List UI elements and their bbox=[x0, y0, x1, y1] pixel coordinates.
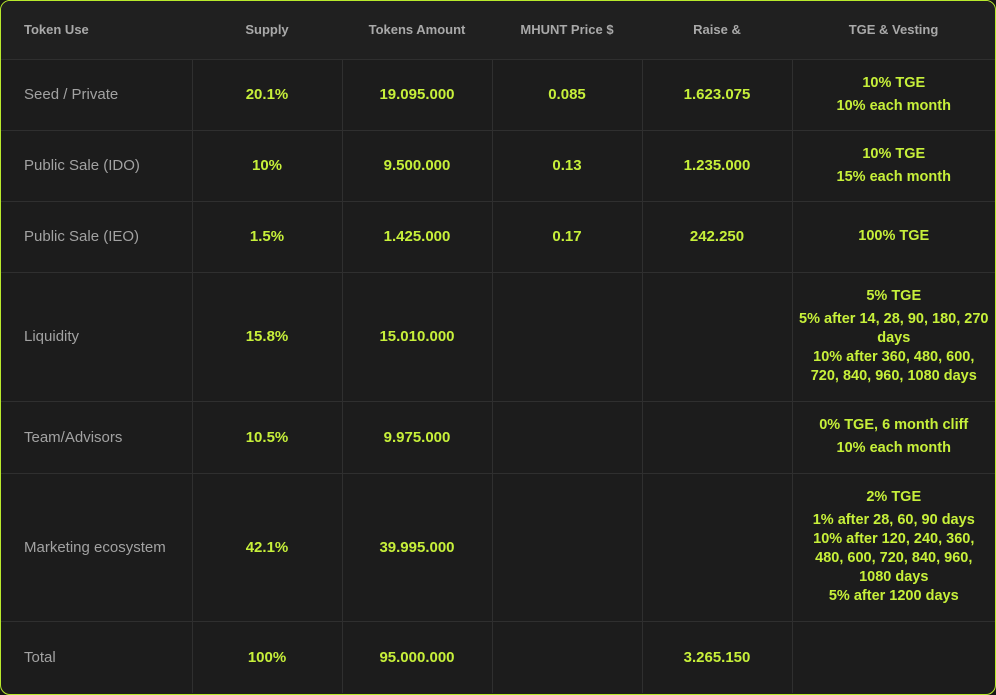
tokens-amount-cell: 39.995.000 bbox=[342, 473, 493, 622]
supply-cell: 10% bbox=[192, 130, 343, 202]
raise-cell bbox=[642, 272, 793, 402]
header-tokens-amount: Tokens Amount bbox=[342, 1, 492, 60]
token-use-cell: Public Sale (IDO) bbox=[1, 130, 193, 202]
token-use-cell: Total bbox=[1, 621, 193, 693]
tokens-amount-cell: 19.095.000 bbox=[342, 59, 493, 131]
price-cell bbox=[492, 272, 643, 402]
vesting-line: 10% TGE bbox=[862, 74, 926, 91]
token-use-cell: Liquidity bbox=[1, 272, 193, 402]
table-row: Public Sale (IDO) 10% 9.500.000 0.13 1.2… bbox=[1, 130, 995, 202]
header-raise: Raise & bbox=[642, 1, 792, 60]
price-cell: 0.17 bbox=[492, 201, 643, 273]
table-row: Seed / Private 20.1% 19.095.000 0.085 1.… bbox=[1, 59, 995, 131]
supply-cell: 1.5% bbox=[192, 201, 343, 273]
header-token-use: Token Use bbox=[1, 1, 192, 60]
token-use-cell: Seed / Private bbox=[1, 59, 193, 131]
supply-cell: 42.1% bbox=[192, 473, 343, 622]
vesting-cell bbox=[792, 621, 995, 693]
tokens-amount-cell: 1.425.000 bbox=[342, 201, 493, 273]
tokens-amount-cell: 9.975.000 bbox=[342, 401, 493, 474]
table-row: Public Sale (IEO) 1.5% 1.425.000 0.17 24… bbox=[1, 201, 995, 273]
vesting-cell: 10% TGE 10% each month bbox=[792, 59, 995, 131]
price-cell bbox=[492, 473, 643, 622]
header-tge-vesting: TGE & Vesting bbox=[792, 1, 995, 60]
table-row: Marketing ecosystem 42.1% 39.995.000 2% … bbox=[1, 473, 995, 622]
token-use-cell: Public Sale (IEO) bbox=[1, 201, 193, 273]
raise-cell bbox=[642, 401, 793, 474]
token-use-cell: Marketing ecosystem bbox=[1, 473, 193, 622]
raise-cell: 242.250 bbox=[642, 201, 793, 273]
price-cell: 0.085 bbox=[492, 59, 643, 131]
supply-cell: 100% bbox=[192, 621, 343, 693]
table-row: Liquidity 15.8% 15.010.000 5% TGE 5% aft… bbox=[1, 272, 995, 402]
supply-cell: 20.1% bbox=[192, 59, 343, 131]
supply-cell: 15.8% bbox=[192, 272, 343, 402]
token-use-cell: Team/Advisors bbox=[1, 401, 193, 474]
vesting-cell: 100% TGE bbox=[792, 201, 995, 273]
header-supply: Supply bbox=[192, 1, 342, 60]
tokens-amount-cell: 95.000.000 bbox=[342, 621, 493, 693]
vesting-line: 5% after 14, 28, 90, 180, 270 days bbox=[799, 311, 989, 346]
tokens-amount-cell: 9.500.000 bbox=[342, 130, 493, 202]
vesting-line: 2% TGE bbox=[866, 489, 922, 505]
vesting-cell: 10% TGE 15% each month bbox=[792, 130, 995, 202]
table-row-total: Total 100% 95.000.000 3.265.150 bbox=[1, 621, 995, 693]
vesting-line: 100% TGE bbox=[858, 228, 930, 244]
header-price: MHUNT Price $ bbox=[492, 1, 642, 60]
price-cell bbox=[492, 401, 643, 474]
vesting-line: 10% each month bbox=[836, 440, 951, 456]
header-row: Token Use Supply Tokens Amount MHUNT Pri… bbox=[1, 1, 995, 60]
vesting-cell: 2% TGE 1% after 28, 60, 90 days 10% afte… bbox=[792, 473, 995, 622]
raise-cell: 1.235.000 bbox=[642, 130, 793, 202]
vesting-cell: 5% TGE 5% after 14, 28, 90, 180, 270 day… bbox=[792, 272, 995, 402]
vesting-cell: 0% TGE, 6 month cliff 10% each month bbox=[792, 401, 995, 474]
vesting-line: 15% each month bbox=[836, 168, 951, 185]
vesting-line: 0% TGE, 6 month cliff bbox=[819, 417, 969, 433]
price-cell: 0.13 bbox=[492, 130, 643, 202]
price-cell bbox=[492, 621, 643, 693]
vesting-line: 1% after 28, 60, 90 days bbox=[812, 512, 975, 528]
raise-cell bbox=[642, 473, 793, 622]
vesting-line: 5% TGE bbox=[866, 288, 922, 304]
supply-cell: 10.5% bbox=[192, 401, 343, 474]
vesting-line: 10% TGE bbox=[862, 145, 926, 162]
vesting-line: 10% each month bbox=[836, 97, 951, 114]
tokens-amount-cell: 15.010.000 bbox=[342, 272, 493, 402]
vesting-line: 5% after 1200 days bbox=[828, 588, 959, 604]
vesting-line: 10% after 360, 480, 600, 720, 840, 960, … bbox=[810, 349, 977, 384]
vesting-line: 10% after 120, 240, 360, 480, 600, 720, … bbox=[813, 531, 975, 585]
table-row: Team/Advisors 10.5% 9.975.000 0% TGE, 6 … bbox=[1, 401, 995, 474]
raise-cell: 1.623.075 bbox=[642, 59, 793, 131]
raise-cell: 3.265.150 bbox=[642, 621, 793, 693]
